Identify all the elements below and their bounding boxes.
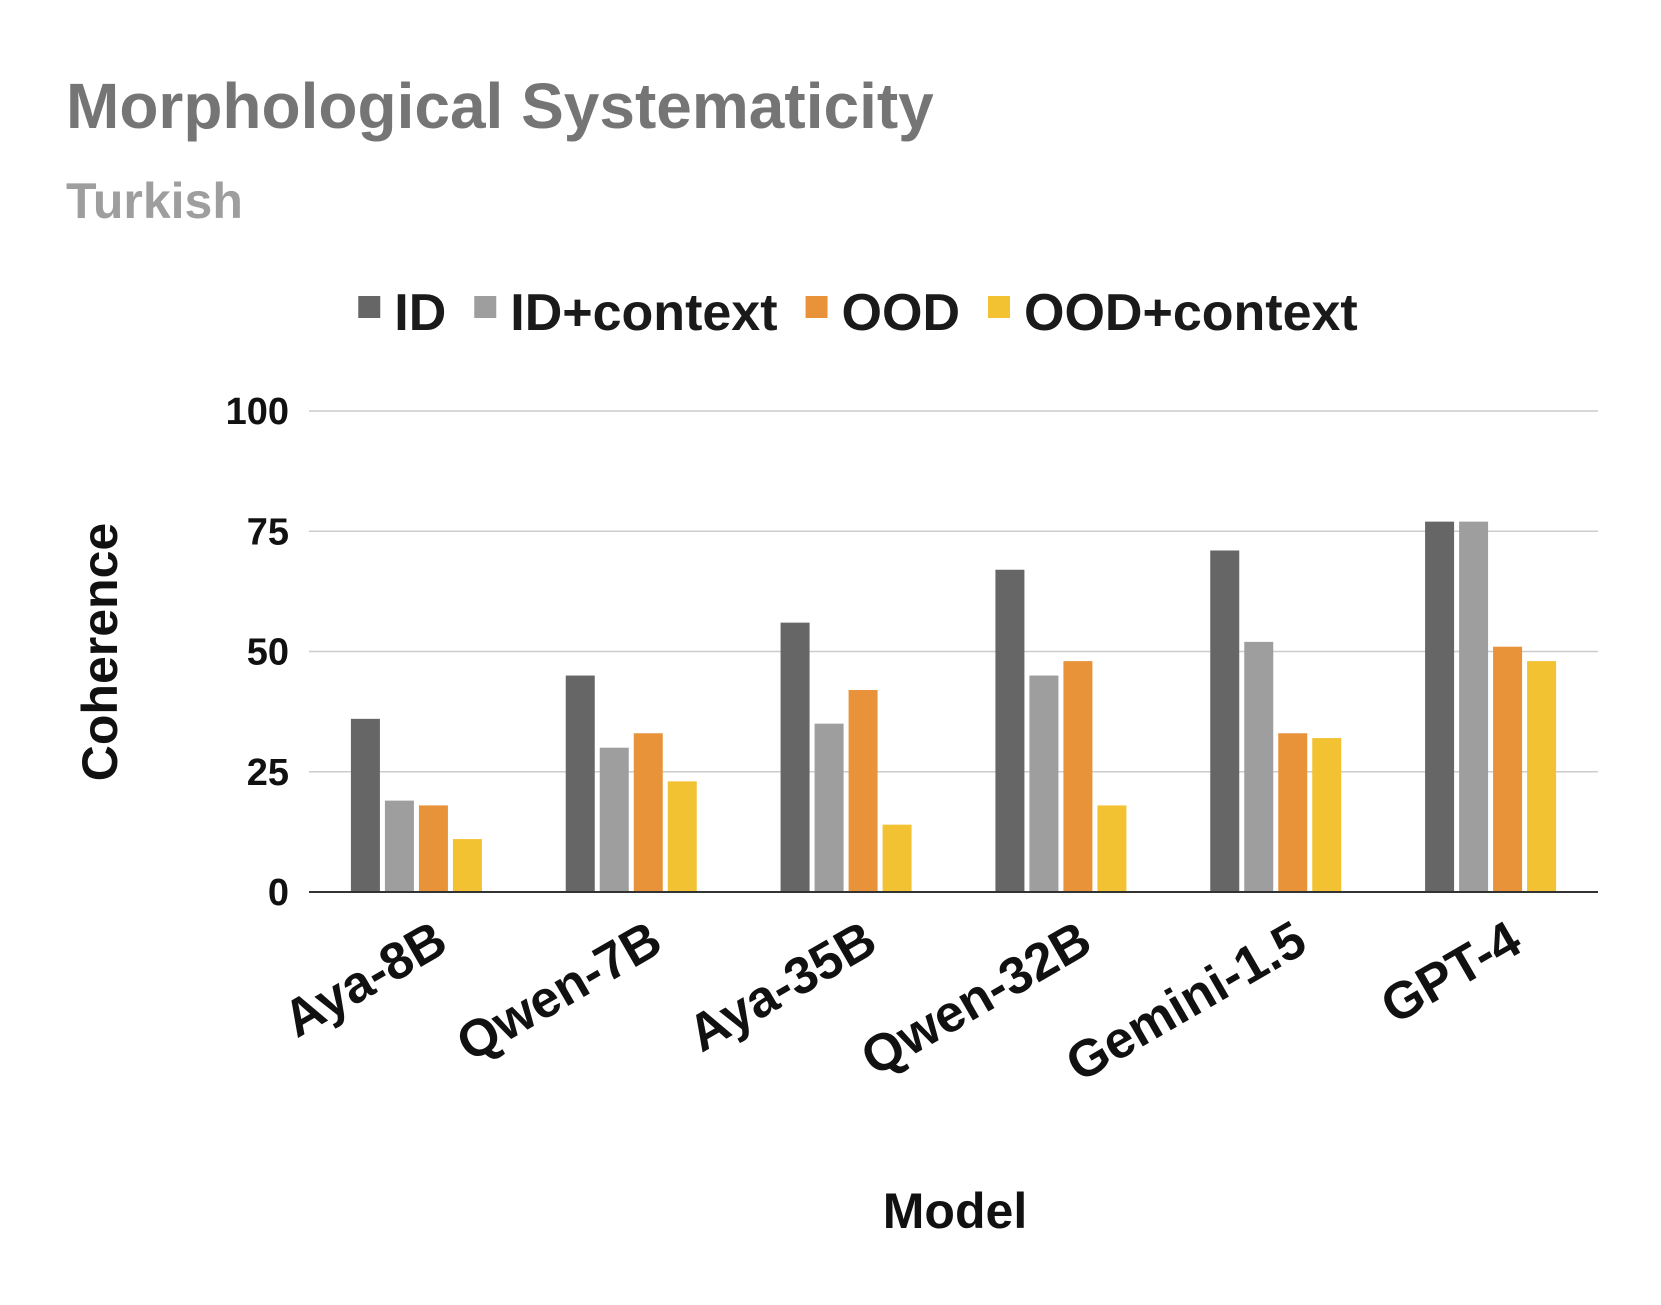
y-axis-title: Coherence (72, 523, 128, 781)
bar-aya-35b-id-context (814, 723, 844, 892)
x-tick-label: Qwen-7B (447, 910, 671, 1073)
x-tick-label: Gemini-1.5 (1056, 910, 1315, 1093)
bar-gemini-1-5-ood-context (1312, 738, 1342, 892)
y-tick-label: 50 (247, 632, 289, 674)
bar-gemini-1-5-id-context (1244, 641, 1274, 892)
legend-label: OOD (842, 284, 960, 342)
bar-qwen-7b-ood-context (667, 781, 697, 892)
bar-aya-8b-id-context (384, 800, 414, 892)
legend-swatch (474, 296, 497, 318)
legend-item-id-context: ID+context (474, 284, 778, 342)
bar-gpt-4-id-context (1459, 521, 1489, 892)
bar-qwen-32b-ood (1063, 661, 1093, 892)
legend-label: ID+context (510, 284, 777, 342)
bar-gpt-4-ood-context (1527, 661, 1557, 892)
bar-gpt-4-ood (1493, 646, 1523, 892)
bar-qwen-32b-id-context (1029, 675, 1059, 892)
legend: ID ID+context OOD OOD+context (358, 284, 1358, 342)
bar-qwen-32b-id (995, 569, 1025, 892)
legend-item-ood: OOD (805, 284, 960, 342)
y-tick-label: 75 (247, 511, 289, 553)
bar-gemini-1-5-ood (1278, 733, 1308, 892)
x-tick-label: Qwen-32B (852, 910, 1101, 1087)
x-tick-label: GPT-4 (1371, 910, 1530, 1035)
bar-qwen-7b-id-context (599, 747, 629, 892)
legend-item-ood-context: OOD+context (988, 284, 1358, 342)
y-axis-ticks: 0 25 50 75 100 (226, 391, 289, 914)
legend-item-id: ID (358, 284, 446, 342)
bar-aya-8b-ood-context (452, 839, 482, 892)
bar-aya-35b-id (780, 622, 810, 892)
legend-swatch (358, 296, 381, 318)
bar-qwen-7b-id (565, 675, 595, 892)
bar-qwen-32b-ood-context (1097, 805, 1127, 892)
chart-subtitle: Turkish (66, 173, 243, 229)
bar-aya-35b-ood (848, 689, 878, 892)
chart-title: Morphological Systematicity (66, 70, 934, 142)
legend-swatch (805, 296, 828, 318)
x-tick-label: Aya-8B (274, 910, 457, 1049)
x-axis-title: Model (883, 1183, 1027, 1239)
bar-gemini-1-5-id (1210, 550, 1240, 892)
bar-aya-35b-ood-context (882, 824, 912, 892)
bar-gpt-4-id (1425, 521, 1455, 892)
y-tick-label: 100 (226, 391, 289, 433)
legend-swatch (988, 296, 1011, 318)
bar-aya-8b-id (350, 718, 380, 892)
y-tick-label: 0 (268, 872, 289, 914)
gridlines (309, 410, 1598, 773)
y-tick-label: 25 (247, 752, 289, 794)
legend-label: OOD+context (1024, 284, 1358, 342)
bar-qwen-7b-ood (633, 733, 663, 892)
bars (350, 521, 1557, 892)
bar-aya-8b-ood (418, 805, 448, 892)
legend-label: ID (394, 284, 446, 342)
